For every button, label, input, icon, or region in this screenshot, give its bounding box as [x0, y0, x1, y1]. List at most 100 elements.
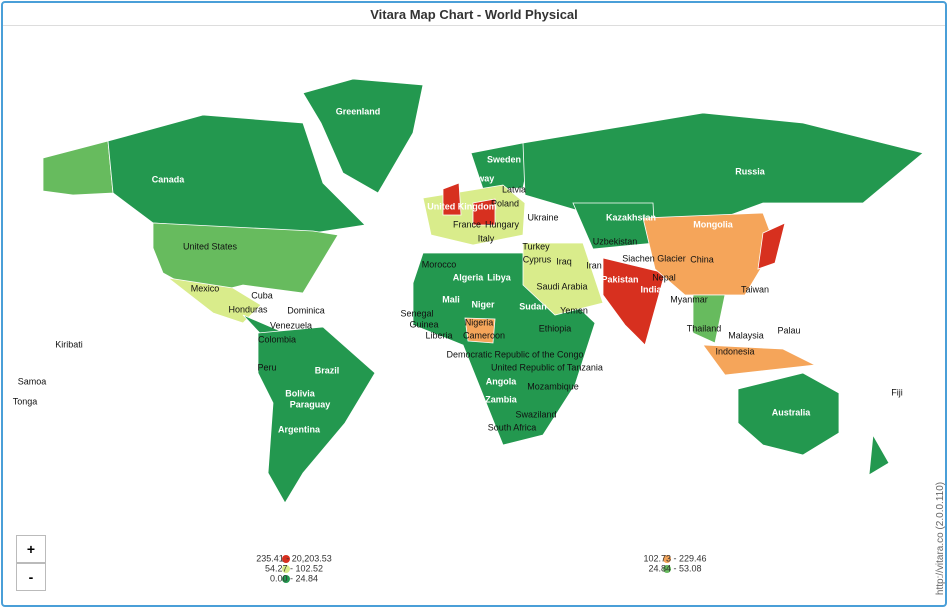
country-label: Swaziland — [515, 409, 556, 419]
legend-swatch — [282, 575, 290, 583]
country-label: Hungary — [485, 219, 520, 229]
country-label: Argentina — [278, 424, 321, 434]
country-label: Nigeria — [465, 317, 494, 327]
region — [868, 433, 890, 476]
country-label: Indonesia — [715, 346, 754, 356]
country-label: Dominica — [287, 305, 325, 315]
country-label: Turkey — [522, 241, 550, 251]
country-label: Taiwan — [741, 284, 769, 294]
country-label: Mongolia — [693, 219, 733, 229]
country-label: South Africa — [488, 422, 537, 432]
country-label: Thailand — [687, 323, 722, 333]
region — [522, 242, 604, 316]
region — [692, 294, 726, 344]
credit: http://vitara.co (2.0.0.110) — [934, 481, 946, 596]
country-label: Greenland — [336, 106, 381, 116]
country-label: Mali — [442, 294, 460, 304]
country-label: United Kingdom — [427, 201, 497, 211]
region — [602, 257, 666, 346]
country-label: Cyprus — [523, 254, 552, 264]
region — [152, 222, 339, 296]
region — [757, 222, 786, 270]
country-label: Italy — [478, 233, 495, 243]
legend-label: 102.73 - 229.46 — [643, 553, 706, 563]
zoom-out[interactable]: - — [16, 563, 46, 591]
country-label: Colombia — [258, 334, 296, 344]
country-label: Iraq — [556, 256, 572, 266]
country-label: Malaysia — [728, 330, 764, 340]
region — [442, 182, 462, 216]
country-label: Libya — [487, 272, 512, 282]
country-label: Saudi Arabia — [536, 281, 587, 291]
country-label: Australia — [772, 407, 812, 417]
country-label: Russia — [735, 166, 766, 176]
country-label: Ukraine — [527, 212, 558, 222]
region — [166, 277, 262, 324]
country-label: Kiribati — [55, 339, 83, 349]
region — [472, 198, 496, 226]
legend-label: 0.00 - 24.84 — [270, 573, 318, 583]
country-label: Latvia — [502, 184, 526, 194]
country-labels: Greenland Canada Russia United States Mexico… — [13, 106, 903, 434]
country-label: Poland — [491, 198, 519, 208]
region — [470, 140, 534, 190]
country-label: Fiji — [891, 387, 903, 397]
country-label: Cuba — [251, 290, 273, 300]
country-label: Senegal — [400, 308, 433, 318]
region — [302, 78, 424, 194]
country-label: Samoa — [18, 376, 47, 386]
region — [42, 140, 114, 196]
legend-label: 54.27 - 102.52 — [265, 563, 323, 573]
country-label: Venezuela — [270, 320, 312, 330]
country-label: Palau — [777, 325, 800, 335]
country-label: Morocco — [422, 259, 457, 269]
region — [642, 212, 776, 296]
country-label: Uzbekistan — [593, 236, 638, 246]
country-label: Siachen Glacier — [622, 253, 686, 263]
country-label: Mozambique — [527, 381, 579, 391]
country-label: Yemen — [560, 305, 588, 315]
country-label: Peru — [257, 362, 276, 372]
country-label: Brazil — [315, 365, 340, 375]
region — [702, 344, 817, 376]
country-label: Sweden — [487, 154, 521, 164]
country-label: China — [690, 254, 714, 264]
country-label: Sudan — [519, 301, 547, 311]
region — [257, 326, 376, 504]
region — [464, 317, 496, 344]
land — [42, 78, 924, 504]
title: Vitara Map Chart - World Physical — [3, 3, 945, 26]
country-label: France — [453, 219, 481, 229]
legend-swatch — [663, 555, 671, 563]
legend-swatch — [663, 565, 671, 573]
country-label: Paraguay — [290, 399, 331, 409]
zoom-in[interactable]: + — [16, 535, 46, 563]
country-label: Honduras — [228, 304, 268, 314]
country-label: Canada — [152, 174, 186, 184]
country-label: Kazakhstan — [606, 212, 656, 222]
region — [107, 114, 366, 234]
country-label: Tonga — [13, 396, 38, 406]
country-label: Pakistan — [601, 274, 638, 284]
country-label: Zambia — [485, 394, 518, 404]
legend-swatch — [282, 565, 290, 573]
country-label: Iran — [586, 260, 602, 270]
country-label: Angola — [486, 376, 517, 386]
country-label: Norway — [462, 173, 495, 183]
country-label: Bolivia — [285, 388, 316, 398]
country-label: Liberia — [425, 330, 452, 340]
map: Greenland Canada Russia United States Mexico… — [13, 78, 924, 583]
country-label: Cameroon — [463, 330, 505, 340]
country-label: Ethiopia — [539, 323, 572, 333]
legend-label: 24.84 - 53.08 — [648, 563, 701, 573]
country-label: Democratic Republic of the Congo — [446, 349, 583, 359]
region — [737, 372, 840, 456]
country-label: Algeria — [453, 272, 485, 282]
country-label: Myanmar — [670, 294, 708, 304]
country-label: Niger — [471, 299, 495, 309]
legend-label: 235.41 - 20,203.53 — [256, 553, 332, 563]
country-label: Nepal — [652, 272, 676, 282]
legend-swatch — [282, 555, 290, 563]
